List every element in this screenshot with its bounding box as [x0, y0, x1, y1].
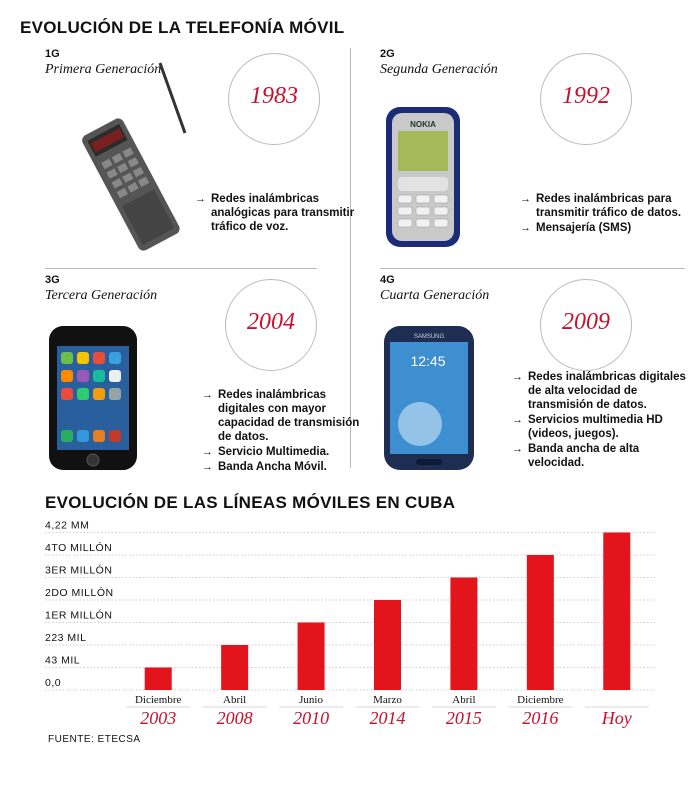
samsung-brand: SAMSUNG [414, 334, 445, 340]
y-tick-label: 4,22 MM [45, 520, 89, 532]
year-circle: 2004 [225, 279, 317, 371]
x-month-label: Marzo [373, 694, 402, 706]
page-title: EVOLUCIÓN DE LA TELEFONÍA MÓVIL [20, 18, 345, 37]
feature-item: Redes inalámbricas digitales de alta vel… [512, 370, 687, 412]
generation-name: Segunda Generación [380, 62, 498, 77]
x-year-label: Hoy [601, 708, 632, 728]
brick-phone-image [82, 62, 187, 251]
x-month-label: Diciembre [517, 694, 564, 706]
year-circle: 2009 [540, 279, 632, 371]
feature-list: Redes inalámbricas digitales de alta vel… [512, 370, 687, 471]
feature-item: Banda ancha de alta velocidad. [512, 442, 687, 470]
clock-text: 12:45 [410, 353, 445, 369]
x-month-label: Diciembre [135, 694, 182, 706]
generation-code: 1G [45, 48, 60, 60]
y-tick-label: 3ER MILLÓN [45, 564, 112, 577]
y-tick-label: 4TO MILLÓN [45, 541, 112, 554]
generation-name: Cuarta Generación [380, 288, 490, 303]
nokia-brand: NOKIA [410, 120, 436, 129]
generation-2g: 2G Segunda Generación 1992 NOKIA Redes i… [380, 48, 700, 273]
bar [221, 645, 249, 690]
bar [450, 577, 478, 690]
x-month-label: Junio [299, 694, 323, 706]
generation-code: 4G [380, 274, 395, 286]
y-tick-label: 0,0 [45, 677, 61, 689]
x-month-label: Abril [452, 694, 475, 706]
generation-4g: 4G Cuarta Generación 2009 SAMSUNG 12:45 … [380, 274, 700, 499]
y-tick-label: 1ER MILLÓN [45, 609, 112, 622]
x-year-label: 2015 [446, 708, 482, 728]
year-circle: 1983 [228, 53, 320, 145]
vertical-divider [350, 48, 351, 468]
lines-bar-chart: 0,0 43 MIL 223 MIL 1ER MILLÓN 2DO MILLÓN 3ER … [45, 520, 655, 728]
iphone-image [49, 326, 137, 470]
x-month-label: Abril [223, 694, 246, 706]
horizontal-divider-right [380, 268, 685, 269]
generation-name: Primera Generación [45, 62, 162, 77]
x-year-label: 2014 [370, 708, 406, 728]
feature-item: Redes inalámbricas para transmitir tráfi… [520, 192, 690, 220]
generation-3g: 3G Tercera Generación 2004 Redes inalámb… [45, 274, 375, 499]
generation-name: Tercera Generación [45, 288, 158, 303]
generation-code: 2G [380, 48, 395, 60]
generation-code: 3G [45, 274, 60, 286]
generation-1g: 1G Primera Generación 1983 Redes inalámb… [45, 48, 375, 273]
x-year-label: 2008 [217, 708, 253, 728]
feature-item: Redes inalámbricas digitales con mayor c… [202, 388, 367, 444]
y-tick-label: 43 MIL [45, 655, 80, 667]
year-label: 2009 [562, 309, 610, 335]
year-circle: 1992 [540, 53, 632, 145]
feature-item: Servicio Multimedia. [202, 445, 367, 459]
y-tick-label: 223 MIL [45, 632, 86, 644]
year-label: 2004 [247, 309, 295, 335]
samsung-phone-image: SAMSUNG 12:45 [384, 326, 474, 470]
bar [526, 555, 554, 690]
feature-item: Banda Ancha Móvil. [202, 460, 367, 474]
feature-item: Redes inalámbricas analógicas para trans… [195, 192, 365, 234]
source-note: FUENTE: ETECSA [48, 734, 141, 745]
x-year-label: 2003 [140, 708, 176, 728]
x-year-label: 2016 [522, 708, 558, 728]
y-tick-label: 2DO MILLÓN [45, 586, 114, 599]
x-year-label: 2010 [293, 708, 329, 728]
horizontal-divider-left [45, 268, 317, 269]
feature-list: Redes inalámbricas analógicas para trans… [195, 192, 365, 235]
feature-item: Servicios multimedia HD (videos, juegos)… [512, 413, 687, 441]
bar [374, 600, 401, 690]
bar [297, 622, 325, 690]
feature-list: Redes inalámbricas para transmitir tráfi… [520, 192, 690, 236]
nokia-phone-image: NOKIA [386, 107, 460, 247]
year-label: 1992 [562, 83, 610, 109]
year-label: 1983 [250, 83, 298, 109]
bar [144, 667, 172, 690]
feature-item: Mensajería (SMS) [520, 221, 690, 235]
chart-title: EVOLUCIÓN DE LAS LÍNEAS MÓVILES EN CUBA [45, 493, 456, 512]
feature-list: Redes inalámbricas digitales con mayor c… [202, 388, 367, 475]
bar [603, 532, 631, 690]
